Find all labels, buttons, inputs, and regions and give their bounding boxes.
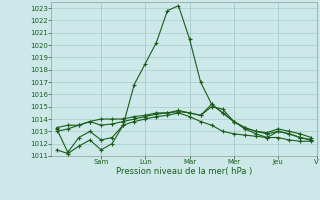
X-axis label: Pression niveau de la mer( hPa ): Pression niveau de la mer( hPa ) (116, 167, 252, 176)
